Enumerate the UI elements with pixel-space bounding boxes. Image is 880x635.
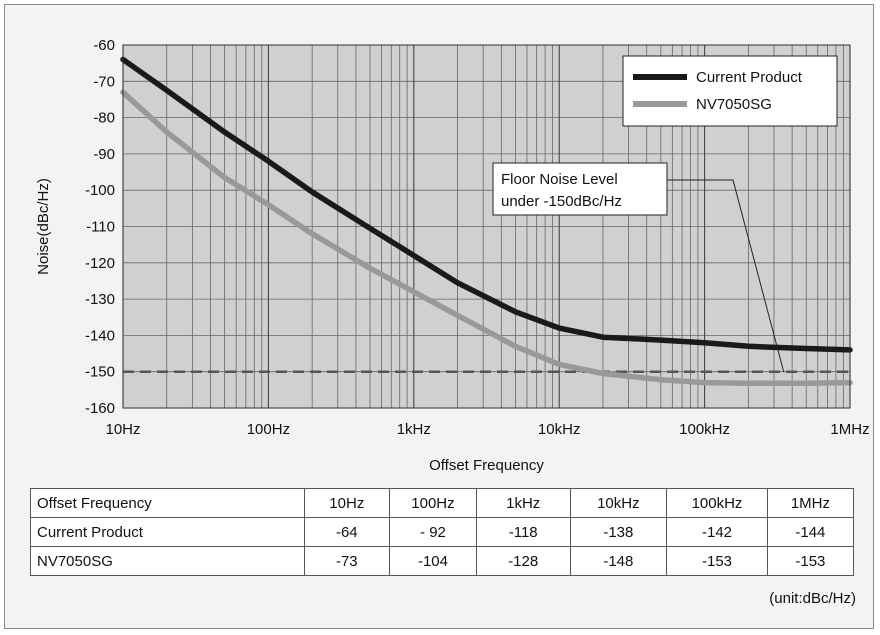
table-cell: -153 xyxy=(766,546,855,576)
x-tick-label: 1kHz xyxy=(397,421,431,438)
table-header-cell: 10Hz xyxy=(303,488,391,518)
plot-border xyxy=(122,44,851,409)
table-cell: -153 xyxy=(666,546,768,576)
table-cell: NV7050SG xyxy=(30,546,305,576)
table-cell: -104 xyxy=(389,546,477,576)
axes: -60 -70 -80 -90 -100 -110 -120 -130 -140 -150 -160… xyxy=(35,37,870,474)
table-cell: -142 xyxy=(666,517,768,547)
x-tick-label: 10Hz xyxy=(105,421,140,438)
annotation-text-line: Floor Noise Level xyxy=(501,171,618,188)
table-cell: -128 xyxy=(475,546,571,576)
y-tick-label: -150 xyxy=(85,364,115,381)
y-tick-label: -60 xyxy=(93,37,115,54)
table-row: NV7050SG -73 -104 -128 -148 -153 -153 xyxy=(30,546,855,576)
y-tick-label: -130 xyxy=(85,291,115,308)
unit-note: (unit:dBc/Hz) xyxy=(769,590,856,607)
table-cell: Current Product xyxy=(30,517,305,547)
table-header-row: Offset Frequency 10Hz 100Hz 1kHz 10kHz 100kHz… xyxy=(30,488,855,518)
table-header-cell: 1MHz xyxy=(766,488,855,518)
table-header-cell: 100Hz xyxy=(389,488,477,518)
y-tick-label: -120 xyxy=(85,255,115,272)
x-tick-label: 100Hz xyxy=(247,421,290,438)
y-tick-label: -70 xyxy=(93,73,115,90)
table-cell: -64 xyxy=(303,517,391,547)
table-header-cell: Offset Frequency xyxy=(30,488,305,518)
series-line-current-product xyxy=(120,56,853,353)
annotation-leader-line xyxy=(667,179,785,372)
table-cell: -138 xyxy=(569,517,668,547)
x-tick-label: 1MHz xyxy=(830,421,869,438)
series-lines xyxy=(120,56,853,387)
table-row: Current Product -64- 92 -118 -138 -142 -144 xyxy=(30,517,855,547)
legend-label: NV7050SG xyxy=(696,96,772,113)
legend: Current Product NV7050SG xyxy=(622,55,838,127)
y-axis-label: Noise(dBc/Hz) xyxy=(35,178,52,275)
table-cell: -73 xyxy=(303,546,391,576)
legend-box xyxy=(622,55,838,127)
x-axis-label: Offset Frequency xyxy=(429,457,544,474)
table-header-cell: 10kHz xyxy=(569,488,668,518)
noise-chart: Floor Noise Level under -150dBc/Hz -60 -70… xyxy=(35,37,870,474)
table-cell: - 92 xyxy=(389,517,477,547)
y-tick-label: -90 xyxy=(93,146,115,163)
annotation: Floor Noise Level under -150dBc/Hz xyxy=(492,162,785,372)
table-cell: -118 xyxy=(475,517,571,547)
table-cell: -148 xyxy=(569,546,668,576)
table-cell: -144 xyxy=(766,517,855,547)
y-tick-label: -100 xyxy=(85,182,115,199)
noise-data-table: Offset Frequency 10Hz 100Hz 1kHz 10kHz 100kHz… xyxy=(30,488,855,576)
series-line-nv7050sg xyxy=(120,89,853,387)
y-tick-label: -160 xyxy=(85,400,115,417)
y-tick-label: -110 xyxy=(86,219,115,236)
y-tick-label: -80 xyxy=(93,110,115,127)
legend-label: Current Product xyxy=(696,69,803,86)
x-tick-label: 10kHz xyxy=(538,421,581,438)
y-tick-label: -140 xyxy=(85,327,115,344)
annotation-text-line: under -150dBc/Hz xyxy=(501,193,622,210)
x-tick-label: 100kHz xyxy=(679,421,730,438)
annotation-box xyxy=(492,162,668,216)
table-header-cell: 100kHz xyxy=(666,488,768,518)
table-header-cell: 1kHz xyxy=(475,488,571,518)
